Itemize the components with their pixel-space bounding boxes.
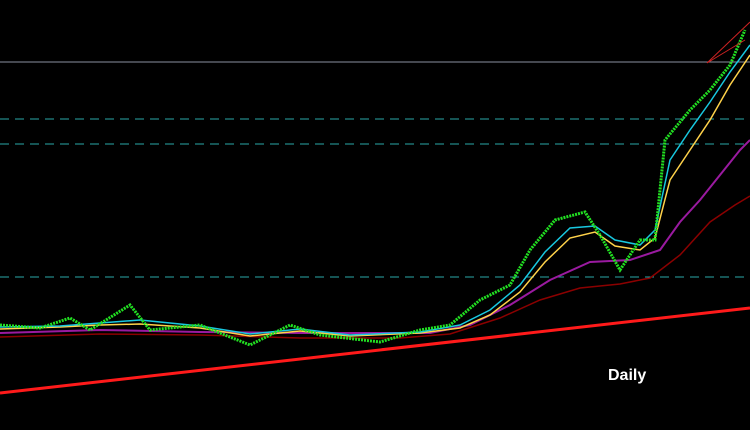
trend-line bbox=[0, 306, 750, 395]
moving-average bbox=[0, 44, 750, 336]
timeframe-label: Daily bbox=[608, 367, 646, 384]
moving-average bbox=[0, 195, 750, 339]
price-bars bbox=[0, 29, 747, 347]
pattern-line bbox=[706, 21, 750, 64]
